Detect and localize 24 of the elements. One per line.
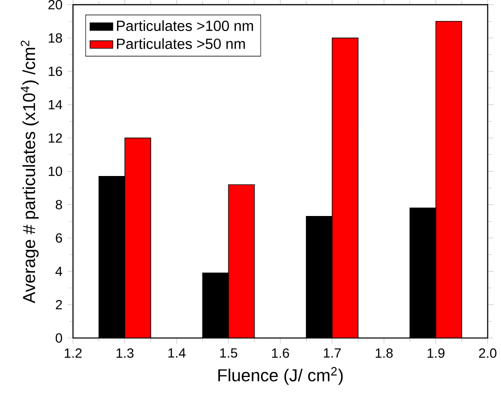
y-tick-label: 6	[56, 233, 62, 243]
y-tick-label: 18	[48, 33, 62, 43]
x-tick-label: 1.5	[220, 348, 238, 358]
y-tick-label: 0	[56, 333, 62, 343]
y-tick-label: 14	[48, 100, 62, 110]
legend-label: Particulates >100 nm	[117, 20, 253, 32]
y-tick-label: 2	[56, 300, 62, 310]
x-tick-label: 1.6	[272, 348, 290, 358]
x-tick-label: 1.8	[376, 348, 393, 358]
x-tick-label: 2.0	[479, 348, 496, 358]
y-tick-label: 8	[56, 200, 62, 210]
y-tick-label: 12	[48, 133, 62, 143]
x-tick-label: 1.3	[116, 348, 134, 358]
legend-label: Particulates >50 nm	[117, 38, 245, 49]
y-axis-title: Average # particulates (x10$^{4}$) /cm$^{2}$	[20, 40, 39, 304]
x-tick-label: 1.9	[428, 348, 444, 358]
x-tick-label: 1.4	[168, 348, 186, 358]
y-tick-label: 4	[56, 266, 62, 276]
x-tick-label: 1.7	[324, 348, 341, 358]
y-tick-label: 10	[48, 166, 62, 176]
x-tick-label: 1.2	[64, 348, 82, 358]
x-axis-title: Fluence (J/ cm$^{2}$)	[218, 366, 343, 385]
y-tick-label: 16	[48, 66, 62, 76]
y-tick-label: 20	[48, 0, 62, 10]
